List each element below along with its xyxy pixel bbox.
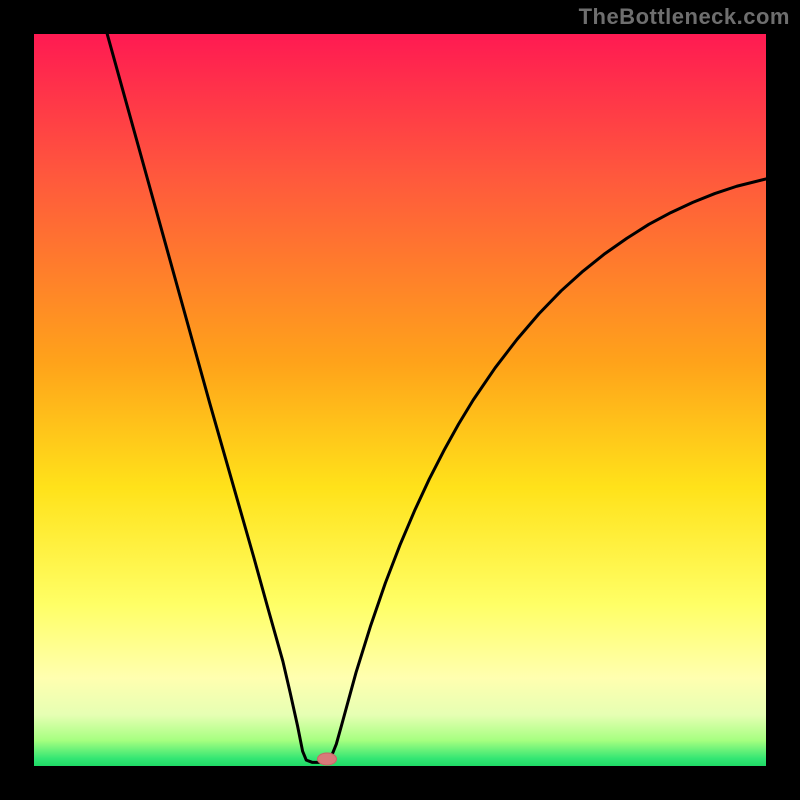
chart-area: [34, 34, 766, 766]
optimal-point-marker: [317, 752, 337, 765]
bottleneck-curve: [34, 34, 766, 766]
watermark-text: TheBottleneck.com: [579, 4, 790, 30]
